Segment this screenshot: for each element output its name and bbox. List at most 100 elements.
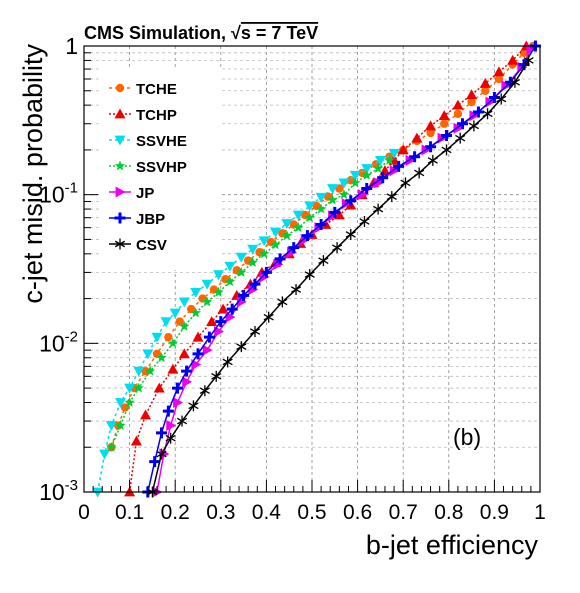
point-ssvhp bbox=[327, 194, 338, 205]
y-axis-label: c-jet misid. probability bbox=[18, 44, 48, 304]
point-jp bbox=[214, 326, 225, 338]
point-jp bbox=[236, 296, 247, 308]
point-csv bbox=[523, 54, 534, 66]
point-tchp bbox=[231, 289, 243, 300]
point-jp bbox=[259, 271, 270, 283]
legend-marker-ssvhe bbox=[114, 135, 126, 146]
point-csv bbox=[236, 341, 247, 353]
point-ssvhp bbox=[315, 203, 327, 214]
point-tche bbox=[453, 109, 463, 118]
x-tick-label: 0.8 bbox=[434, 501, 463, 524]
y-tick-label: 10-2 bbox=[39, 328, 78, 356]
point-jbp bbox=[203, 331, 215, 343]
point-ssvhe bbox=[160, 317, 172, 328]
point-csv bbox=[277, 296, 288, 308]
point-jp bbox=[389, 165, 400, 177]
grid-lines bbox=[84, 46, 540, 492]
point-ssvhe bbox=[224, 261, 236, 272]
point-jbp bbox=[171, 382, 183, 394]
point-jbp bbox=[288, 242, 300, 254]
legend-label-tche: TCHE bbox=[136, 81, 177, 98]
point-jp bbox=[182, 376, 193, 388]
point-tchp bbox=[425, 120, 437, 131]
point-csv bbox=[199, 385, 210, 397]
point-jbp bbox=[301, 230, 313, 242]
point-jbp bbox=[441, 130, 453, 142]
point-ssvhp bbox=[156, 352, 167, 363]
point-tche bbox=[481, 86, 490, 95]
point-csv bbox=[496, 93, 507, 105]
point-csv bbox=[188, 400, 199, 412]
point-jp bbox=[373, 177, 384, 189]
series-csv bbox=[147, 54, 534, 498]
point-ssvhp bbox=[281, 230, 293, 241]
point-jp bbox=[191, 359, 202, 371]
point-jbp bbox=[260, 266, 272, 278]
point-ssvhp bbox=[167, 337, 179, 348]
series-jbp bbox=[142, 40, 541, 498]
point-jp bbox=[273, 258, 284, 270]
point-ssvhp bbox=[106, 441, 117, 452]
point-csv bbox=[427, 154, 438, 166]
point-ssvhp bbox=[144, 365, 156, 376]
legend: TCHE TCHP SSVHE SSVHP JP JBP CSV bbox=[100, 68, 222, 270]
point-ssvhe bbox=[349, 170, 361, 181]
point-ssvhp bbox=[190, 307, 201, 318]
point-jbp bbox=[409, 151, 421, 163]
point-csv bbox=[290, 284, 302, 296]
point-ssvhp bbox=[384, 154, 395, 165]
point-tchp bbox=[507, 54, 519, 65]
point-ssvhe bbox=[247, 244, 259, 255]
point-ssvhe bbox=[338, 178, 350, 189]
point-tchp bbox=[167, 363, 179, 374]
point-csv bbox=[482, 108, 493, 120]
legend-marker-tchp bbox=[114, 108, 126, 119]
point-jbp bbox=[249, 278, 261, 290]
point-jbp bbox=[162, 405, 174, 417]
series-line-ssvhp bbox=[110, 159, 390, 448]
point-ssvhp bbox=[270, 239, 281, 250]
point-csv bbox=[249, 326, 261, 338]
point-jbp bbox=[472, 106, 484, 118]
x-tick-labels: 0 0.1 0.2 0.3 0.4 0.5 0.6 0.7 0.8 0.9 1 bbox=[78, 501, 546, 524]
point-tchp bbox=[438, 110, 450, 121]
point-jp bbox=[357, 189, 368, 201]
point-jbp bbox=[238, 289, 250, 301]
point-ssvhe bbox=[315, 192, 327, 203]
x-tick-label: 0.7 bbox=[389, 501, 418, 524]
point-tchp bbox=[140, 409, 152, 420]
point-ssvhe bbox=[105, 421, 117, 432]
point-jbp bbox=[315, 218, 327, 230]
point-ssvhe bbox=[281, 219, 293, 229]
x-tick-label: 0.4 bbox=[252, 501, 282, 524]
point-csv bbox=[211, 370, 222, 382]
series-layer bbox=[92, 40, 541, 498]
point-csv bbox=[509, 76, 521, 88]
point-ssvhp bbox=[124, 396, 135, 407]
point-ssvhe bbox=[361, 164, 373, 174]
y-tick-label: 10-3 bbox=[39, 477, 78, 505]
point-ssvhe bbox=[99, 449, 111, 460]
x-tick-label: 0.2 bbox=[161, 501, 190, 524]
point-ssvhp bbox=[201, 296, 213, 307]
point-ssvhe bbox=[142, 349, 154, 360]
x-axis-label: b-jet efficiency bbox=[366, 530, 539, 560]
point-ssvhp bbox=[236, 266, 247, 277]
y-tick-labels: 10-3 10-2 10-1 1 bbox=[39, 33, 78, 505]
point-csv bbox=[304, 269, 315, 281]
point-tchp bbox=[479, 77, 491, 88]
legend-marker-ssvhp bbox=[114, 160, 126, 171]
point-csv bbox=[331, 242, 343, 254]
point-jbp bbox=[425, 141, 437, 153]
point-ssvhp bbox=[361, 169, 372, 180]
point-jp bbox=[405, 154, 416, 166]
point-ssvhe bbox=[201, 279, 213, 290]
point-ssvhp bbox=[372, 162, 384, 173]
x-tick-label: 0 bbox=[78, 501, 90, 524]
series-ssvhe bbox=[92, 148, 400, 498]
point-csv bbox=[345, 228, 356, 240]
y-tick-label: 10-1 bbox=[39, 180, 78, 208]
point-tchp bbox=[466, 89, 478, 100]
x-tick-label: 0.1 bbox=[115, 501, 144, 524]
point-csv bbox=[386, 191, 397, 203]
